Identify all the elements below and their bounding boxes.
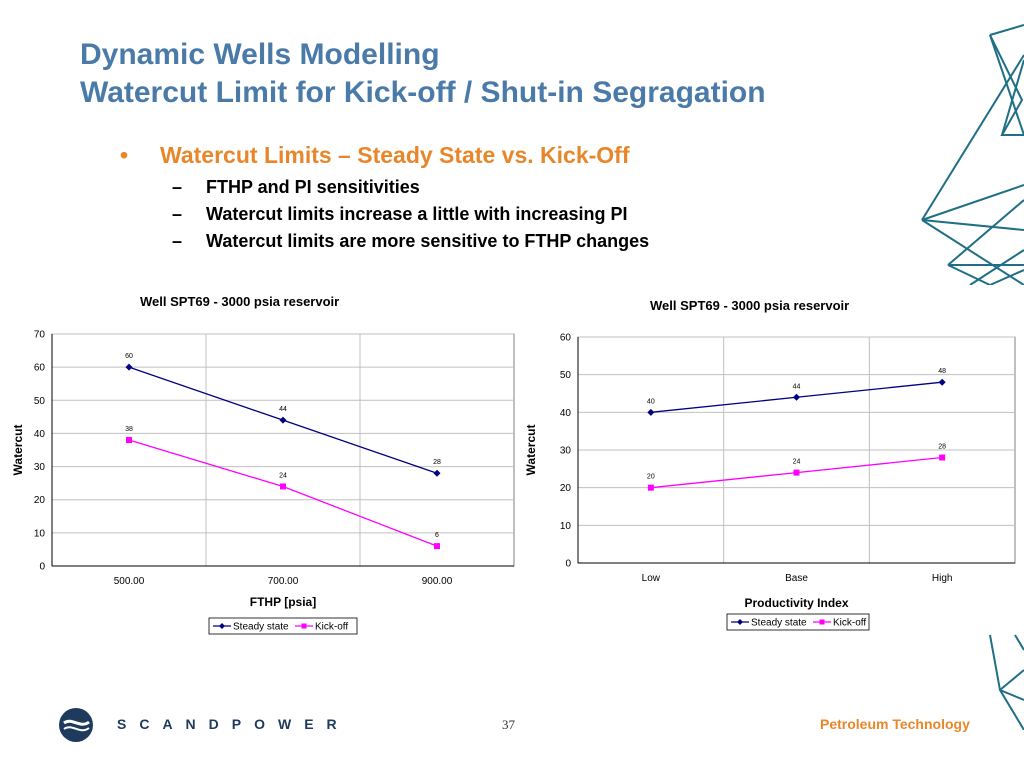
bullet-list: • Watercut Limits – Steady State vs. Kic… <box>120 142 649 252</box>
y-tick-label: 30 <box>560 446 572 457</box>
brand-name: SCANDPOWER <box>117 716 350 732</box>
legend-label: Kick-off <box>833 618 866 629</box>
x-tick-label: Low <box>642 573 661 584</box>
y-tick-label: 70 <box>34 330 46 341</box>
decorative-lines-top <box>921 24 1024 285</box>
x-axis-title: Productivity Index <box>744 596 848 610</box>
y-axis-title: Watercut <box>11 425 25 476</box>
main-bullet: • Watercut Limits – Steady State vs. Kic… <box>120 142 649 169</box>
slide-title: Dynamic Wells Modelling Watercut Limit f… <box>80 36 766 112</box>
y-tick-label: 50 <box>560 370 572 381</box>
y-axis-title: Watercut <box>524 425 538 476</box>
data-point <box>279 416 287 424</box>
legend-marker <box>737 619 743 625</box>
legend-label: Kick-off <box>315 622 348 633</box>
data-label: 40 <box>647 398 655 405</box>
data-label: 44 <box>279 406 287 413</box>
y-tick-label: 50 <box>34 396 46 407</box>
data-label: 24 <box>279 472 287 479</box>
legend-marker <box>219 623 225 629</box>
legend-label: Steady state <box>233 622 289 633</box>
scandpower-logo-icon <box>59 708 93 742</box>
data-point <box>433 469 441 477</box>
sub-bullet-dash: – <box>172 204 183 224</box>
legend-marker <box>301 623 307 629</box>
chart-productivity-index: 0 10 20 30 40 50 60 Low Base High Productivity Ind… <box>524 333 1016 631</box>
y-tick-label: 10 <box>560 521 572 532</box>
sub-bullet-dash: – <box>172 231 183 251</box>
sub-bullet-text: Watercut limits increase a little with i… <box>206 204 628 224</box>
y-tick-label: 40 <box>34 429 46 440</box>
tagline: Petroleum Technology <box>820 716 970 732</box>
x-tick-label: 700.00 <box>268 576 299 587</box>
plot-area <box>51 333 515 567</box>
x-tick-label: High <box>932 573 953 584</box>
data-point <box>938 378 946 386</box>
data-label: 48 <box>938 368 946 375</box>
chart-fthp: 0 10 20 30 40 50 60 70 500.00 700.00 900.00 FTHP [p… <box>11 330 515 635</box>
bullet-dot: • <box>120 142 129 168</box>
data-point <box>280 483 286 490</box>
sub-bullet-text: FTHP and PI sensitivities <box>206 177 420 197</box>
data-point <box>434 543 440 550</box>
y-tick-label: 40 <box>560 408 572 419</box>
y-tick-label: 10 <box>34 528 46 539</box>
data-point <box>939 454 946 461</box>
data-point <box>793 469 800 476</box>
x-tick-label: Base <box>785 573 808 584</box>
sub-bullet: – Watercut limits are more sensitive to … <box>120 231 649 252</box>
data-label: 28 <box>938 444 946 451</box>
data-label: 6 <box>435 532 439 539</box>
chart-1-title: Well SPT69 - 3000 psia reservoir <box>140 294 340 309</box>
x-tick-label: 900.00 <box>422 576 453 587</box>
legend-box <box>208 617 358 635</box>
y-tick-label: 60 <box>560 333 572 344</box>
data-point <box>793 393 800 401</box>
title-line-1: Dynamic Wells Modelling <box>80 38 440 71</box>
main-bullet-text: Watercut Limits – Steady State vs. Kick-… <box>160 142 630 168</box>
data-point <box>647 484 654 491</box>
data-label: 60 <box>125 353 133 360</box>
sub-bullet: – FTHP and PI sensitivities <box>120 177 649 198</box>
legend-label: Steady state <box>751 618 807 629</box>
legend-marker <box>819 619 825 625</box>
sub-bullet: – Watercut limits increase a little with… <box>120 204 649 225</box>
data-point <box>647 408 655 416</box>
data-label: 28 <box>433 459 441 466</box>
title-line-2: Watercut Limit for Kick-off / Shut-in Se… <box>80 76 766 109</box>
data-label: 44 <box>793 383 801 390</box>
decorative-lines-bottom <box>989 634 1024 730</box>
legend-box <box>726 613 870 631</box>
sub-bullet-text: Watercut limits are more sensitive to FT… <box>206 231 650 251</box>
data-label: 38 <box>125 426 133 433</box>
y-tick-label: 60 <box>34 363 46 374</box>
data-label: 24 <box>793 459 801 466</box>
y-tick-label: 0 <box>39 562 45 573</box>
y-tick-label: 0 <box>565 559 571 570</box>
data-point <box>125 363 133 371</box>
data-label: 20 <box>647 474 655 481</box>
y-tick-label: 30 <box>34 462 46 473</box>
y-tick-label: 20 <box>560 483 572 494</box>
data-point <box>126 437 132 444</box>
page-number: 37 <box>502 717 515 732</box>
sub-bullet-dash: – <box>172 177 183 197</box>
chart-2-title: Well SPT69 - 3000 psia reservoir <box>650 298 850 313</box>
x-axis-title: FTHP [psia] <box>250 595 316 609</box>
x-tick-label: 500.00 <box>114 576 145 587</box>
y-tick-label: 20 <box>34 495 46 506</box>
